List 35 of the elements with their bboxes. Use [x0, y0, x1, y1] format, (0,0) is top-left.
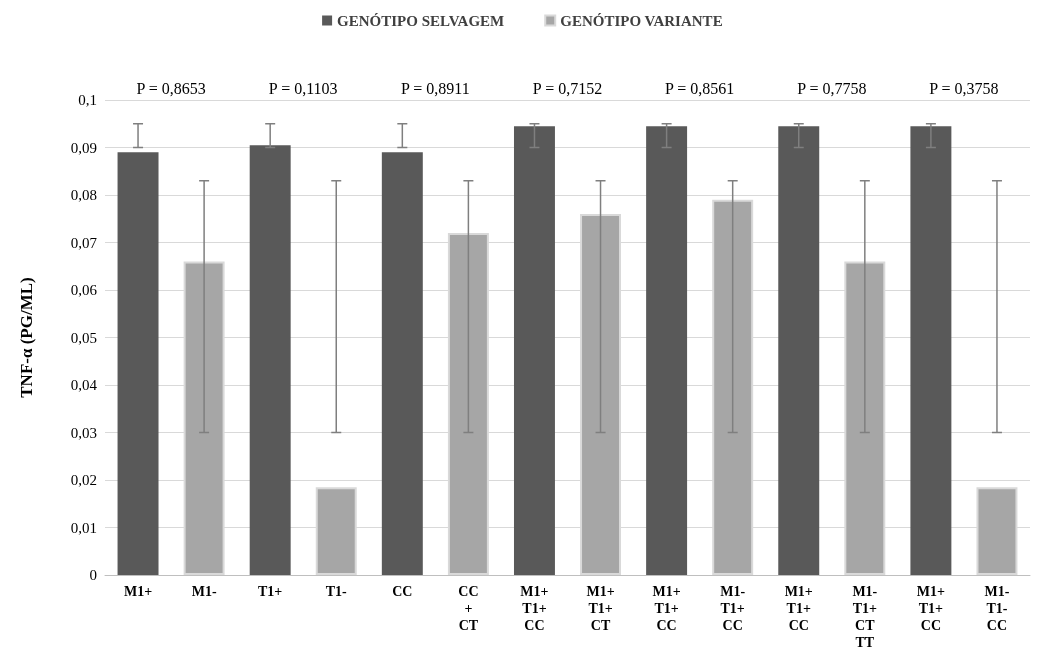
x-tick-label: M1- T1+ CC — [720, 584, 746, 633]
x-tick-label: M1- T1- CC — [984, 584, 1010, 633]
text: P = 0,8911 — [400, 79, 470, 97]
y-tick-label: 0,01 — [70, 519, 97, 536]
legend-label: GENÓTIPO SELVAGEM — [337, 12, 505, 29]
text: P = 0,8561 — [664, 79, 735, 97]
x-tick-label: T1- — [325, 584, 348, 599]
x-tick-label: M1- — [191, 584, 217, 599]
y-tick-label: 0,1 — [78, 92, 97, 108]
x-tick-label: M1+ T1+ CC — [520, 584, 549, 633]
text: P = 0,8653 — [136, 79, 206, 97]
y-tick-label: 0,05 — [70, 329, 97, 346]
text: P = 0,7758 — [797, 79, 867, 97]
y-tick-label: 0,09 — [70, 139, 97, 156]
y-tick-label: 0,07 — [70, 234, 98, 251]
x-tick-label: M1+ T1+ CT — [586, 584, 615, 633]
text: P = 0,3758 — [929, 79, 999, 97]
y-tick-label: 0,06 — [70, 282, 98, 298]
y-tick-label: 0,04 — [70, 377, 98, 393]
x-tick-label: M1- T1+ CT TT — [852, 584, 878, 650]
y-tick-label: 0,08 — [70, 187, 97, 203]
y-axis-title: TNF-α (PG/ML) — [17, 277, 36, 398]
x-tick-label: CC + CT — [458, 584, 479, 633]
legend-label: GENÓTIPO VARIANTE — [560, 12, 723, 29]
text: P = 0,7152 — [532, 79, 603, 97]
x-tick-label: M1+ T1+ CC — [784, 584, 813, 633]
x-tick-label: T1+ — [258, 584, 283, 599]
x-tick-label: M1+ — [123, 584, 153, 599]
x-tick-label: M1+ T1+ CC — [916, 584, 946, 633]
x-tick-label: CC — [392, 584, 413, 599]
y-tick-label: 0,03 — [70, 424, 97, 441]
text: P = 0,1103 — [268, 79, 338, 97]
y-tick-label: 0,02 — [70, 472, 97, 488]
y-tick-label: 0 — [89, 567, 97, 583]
x-tick-label: M1+ T1+ CC — [652, 584, 681, 633]
